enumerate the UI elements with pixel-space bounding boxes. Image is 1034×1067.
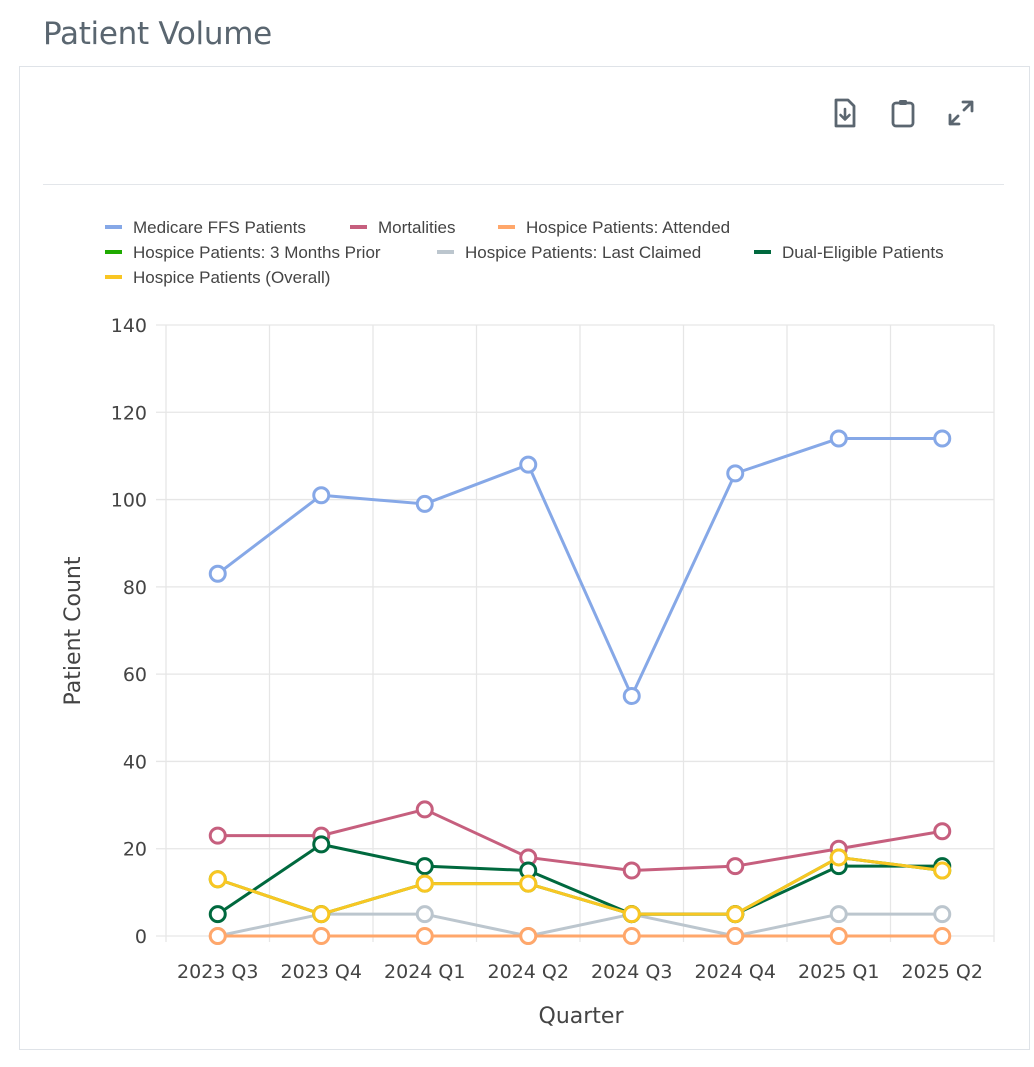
data-point[interactable] [726,464,745,483]
y-tick-label: 40 [123,751,147,773]
y-tick-label: 60 [123,664,147,686]
legend-label: Hospice Patients: Last Claimed [465,243,701,262]
legend-item[interactable]: Hospice Patients (Overall) [105,268,330,287]
data-point[interactable] [829,905,848,924]
expand-button[interactable] [945,95,977,131]
legend-label: Dual-Eligible Patients [782,243,944,262]
x-tick-label: 2024 Q3 [591,961,672,983]
data-point[interactable] [829,848,848,867]
data-point[interactable] [312,905,331,924]
legend-item[interactable]: Dual-Eligible Patients [754,243,944,262]
file-download-icon [834,98,856,128]
data-point[interactable] [208,826,227,845]
series-line [217,912,943,938]
legend-label: Hospice Patients: Attended [526,218,730,237]
data-point[interactable] [933,822,952,841]
data-point[interactable] [933,861,952,880]
y-tick-label: 120 [111,402,147,424]
page-title: Patient Volume [43,16,272,52]
x-tick-label: 2023 Q4 [281,961,362,983]
legend-label: Hospice Patients: 3 Months Prior [133,243,381,262]
chart-legend: Medicare FFS Patients Mortalities Hospice … [105,218,944,287]
download-button[interactable] [829,95,861,131]
x-tick-label: 2024 Q4 [695,961,776,983]
data-point[interactable] [519,455,538,474]
data-point[interactable] [622,927,641,945]
data-point[interactable] [415,857,434,876]
data-point[interactable] [726,905,745,924]
series-line [216,436,943,698]
data-point[interactable] [312,927,331,945]
data-point[interactable] [933,927,952,945]
series-line [217,855,943,916]
data-point[interactable] [726,927,745,945]
y-axis-ticks: 0 20 40 60 80 100 120 140 [111,315,147,948]
clipboard-icon [891,100,915,128]
legend-item[interactable]: Hospice Patients: Last Claimed [437,243,701,262]
legend-item[interactable]: Hospice Patients: 3 Months Prior [105,243,381,262]
data-point[interactable] [312,835,331,854]
data-point[interactable] [312,486,331,505]
x-tick-label: 2025 Q2 [902,961,983,983]
legend-label: Hospice Patients (Overall) [133,268,330,287]
legend-item[interactable]: Hospice Patients: Attended [498,218,730,237]
data-point[interactable] [933,905,952,924]
legend-label: Medicare FFS Patients [133,218,306,237]
data-point[interactable] [208,927,227,945]
y-tick-label: 100 [111,490,147,512]
expand-icon [948,100,974,126]
copy-button[interactable] [887,95,919,131]
data-point[interactable] [622,861,641,880]
x-axis-title: Quarter [539,1004,625,1029]
data-point[interactable] [415,874,434,893]
x-axis-ticks: 2023 Q3 2023 Q4 2024 Q1 2024 Q2 2024 Q3 2024 … [177,961,983,983]
series-hospice-patients-attended [208,927,952,945]
data-point[interactable] [726,857,745,876]
y-axis-title: Patient Count [61,556,86,705]
data-point[interactable] [208,905,227,924]
data-point[interactable] [208,870,227,889]
chart-grid [156,324,995,942]
data-point[interactable] [208,564,227,583]
data-point[interactable] [519,874,538,893]
data-point[interactable] [415,905,434,924]
x-tick-label: 2023 Q3 [177,961,258,983]
x-tick-label: 2024 Q1 [384,961,465,983]
x-tick-label: 2025 Q1 [798,961,879,983]
chart-series [208,429,952,945]
data-point[interactable] [829,927,848,945]
chart-toolbar [829,95,977,131]
series-medicare-ffs-patients [208,429,952,705]
data-point[interactable] [622,905,641,924]
series-line [217,807,943,873]
series-hospice-patients-overall [208,848,952,924]
data-point[interactable] [415,800,434,819]
y-tick-label: 0 [135,926,147,948]
data-point[interactable] [622,686,641,705]
legend-item[interactable]: Medicare FFS Patients [105,218,306,237]
data-point[interactable] [415,927,434,945]
series-line [216,842,943,916]
y-tick-label: 80 [123,577,147,599]
y-tick-label: 20 [123,839,147,861]
data-point[interactable] [829,429,848,448]
legend-item[interactable]: Mortalities [350,218,455,237]
data-point[interactable] [415,494,434,513]
legend-label: Mortalities [378,218,455,237]
data-point[interactable] [933,429,952,448]
data-point[interactable] [519,927,538,945]
y-tick-label: 140 [111,315,147,337]
x-tick-label: 2024 Q2 [488,961,569,983]
toolbar-divider [43,184,1004,185]
